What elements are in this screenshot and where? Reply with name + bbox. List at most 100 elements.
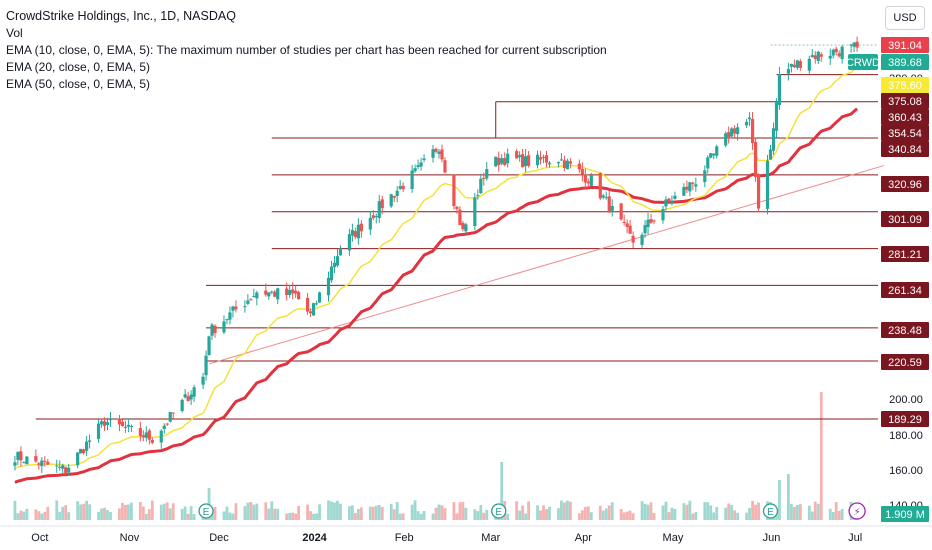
volume-value-tag-label: 1.909 M [885, 509, 925, 521]
volume-bar [757, 502, 760, 520]
candle-body [308, 311, 313, 314]
candle-body [243, 306, 247, 308]
volume-bar [482, 512, 486, 520]
volume-bar [706, 502, 710, 520]
volume-bar [401, 513, 405, 520]
volume-bar [548, 506, 551, 520]
candle-body [264, 290, 268, 295]
volume-bar [100, 508, 103, 520]
candle-body [162, 425, 166, 430]
candle-body [610, 206, 614, 211]
volume-bar [350, 505, 354, 520]
ema20-price-tag-label: 376.60 [888, 80, 922, 92]
volume-bar [452, 502, 456, 520]
candle-body [750, 119, 755, 144]
candle-body [559, 159, 564, 161]
candle-body [562, 160, 567, 169]
level-price-tag [881, 93, 929, 109]
volume-bar [327, 500, 330, 520]
candle-body [547, 162, 552, 165]
candle-body [410, 170, 414, 190]
candle-body [64, 467, 68, 474]
candle-body [16, 451, 20, 460]
volume-bar [416, 511, 420, 520]
volume-bar [807, 505, 811, 520]
candle-body [43, 460, 47, 462]
volume-bar [795, 505, 799, 520]
last-price-tag-label: 389.68 [888, 57, 922, 69]
volume-bar [150, 500, 154, 520]
candle-body [311, 303, 316, 316]
candle-body [622, 221, 626, 223]
candle-body [503, 158, 507, 166]
candle-body [649, 219, 653, 223]
candle-body [401, 185, 405, 190]
chart-title: CrowdStrike Holdings, Inc., 1D, NASDAQ [6, 9, 236, 23]
volume-bar [542, 505, 545, 520]
candle-body [398, 186, 402, 189]
candle-body [87, 440, 92, 442]
y-tick-label: 180.00 [889, 430, 923, 442]
x-tick-label: Nov [120, 532, 140, 544]
level-price-tag-label: 261.34 [888, 285, 922, 297]
candle-body [715, 146, 719, 156]
candle-body [395, 190, 399, 196]
candle-body [744, 121, 749, 126]
volume-bar [330, 501, 333, 520]
volume-bar [22, 511, 26, 520]
ema20-label[interactable]: EMA (20, close, 0, EMA, 5) [6, 60, 151, 74]
candle-body [201, 376, 205, 385]
candle-body [828, 55, 832, 59]
volume-bar [333, 502, 336, 520]
candle-body [141, 435, 145, 438]
candle-body [837, 53, 841, 57]
volume-bar [434, 507, 438, 520]
candle-body [577, 163, 581, 170]
candle-body [213, 325, 217, 334]
candle-body [270, 291, 274, 293]
volume-bar [458, 502, 462, 520]
last-price-tag [881, 54, 929, 70]
volume-bar [604, 508, 608, 520]
candle-body [730, 128, 734, 137]
candle-body [500, 158, 504, 164]
volume-bar [356, 508, 360, 520]
volume-bar [560, 500, 563, 520]
volume-bar [682, 503, 686, 520]
ema50-label[interactable]: EMA (50, close, 0, EMA, 5) [6, 77, 151, 91]
volume-bar [625, 511, 629, 520]
x-tick-label: Mar [481, 532, 500, 544]
candle-body [589, 174, 593, 186]
volume-bar [727, 503, 731, 520]
volume-bar [291, 512, 295, 520]
volume-bar [577, 513, 581, 520]
volume-bar [180, 508, 184, 520]
currency-button[interactable]: USD [885, 6, 925, 30]
volume-bar [297, 505, 301, 520]
volume-bar [103, 507, 106, 520]
ema50-price-tag-label: 354.54 [888, 128, 922, 140]
candle-body [207, 336, 211, 356]
candle-body [526, 155, 531, 166]
volume-bar [138, 502, 142, 520]
vol-label[interactable]: Vol [6, 26, 23, 40]
candle-body [631, 235, 635, 243]
candle-body [580, 168, 584, 175]
volume-bar [506, 513, 510, 520]
candle-body [452, 174, 456, 207]
symbol-badge [848, 54, 878, 70]
ema10-label[interactable]: EMA (10, close, 0, EMA, 5): The maximum … [6, 43, 607, 57]
volume-bar [183, 506, 187, 520]
ema-layer [14, 66, 859, 484]
volume-bar [640, 501, 644, 520]
volume-bar [392, 509, 396, 520]
volume-bar [118, 508, 121, 520]
volume-bar [515, 501, 519, 520]
candle-body [736, 127, 740, 135]
horizontal-levels [35, 44, 878, 420]
candle-body [664, 199, 668, 207]
trend-line [208, 165, 885, 365]
candle-body [13, 462, 17, 466]
candle-body [795, 60, 799, 68]
